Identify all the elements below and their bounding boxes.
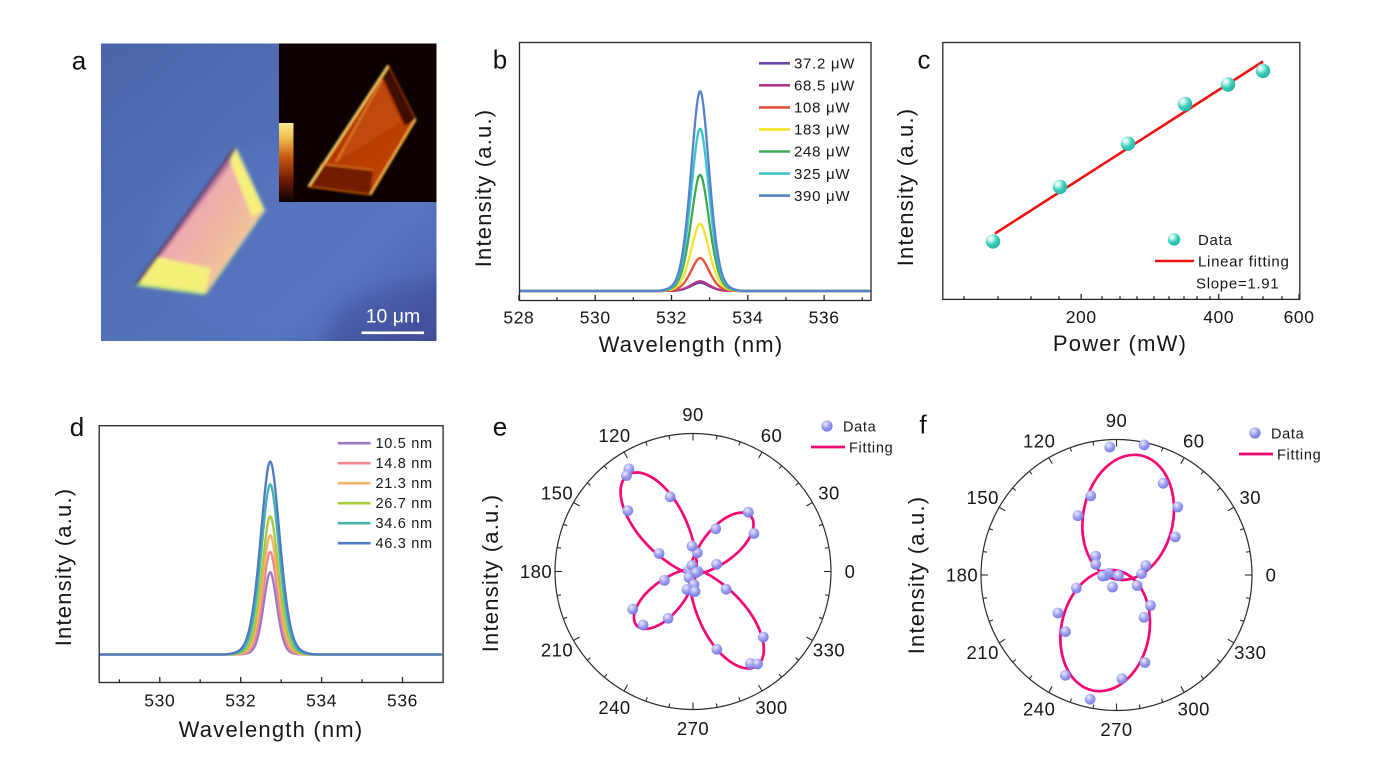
svg-text:0: 0 bbox=[1266, 565, 1277, 586]
svg-text:200: 200 bbox=[1066, 307, 1097, 327]
svg-text:534: 534 bbox=[306, 691, 337, 711]
svg-text:390 μW: 390 μW bbox=[794, 188, 850, 205]
svg-text:Fitting: Fitting bbox=[1277, 448, 1321, 464]
svg-text:Wavelength (nm): Wavelength (nm) bbox=[179, 717, 364, 742]
svg-text:46.3 nm: 46.3 nm bbox=[376, 536, 433, 552]
svg-text:Data: Data bbox=[843, 420, 877, 436]
svg-text:300: 300 bbox=[1178, 698, 1210, 719]
svg-text:210: 210 bbox=[967, 642, 999, 663]
svg-text:30: 30 bbox=[818, 483, 840, 504]
svg-text:536: 536 bbox=[387, 691, 418, 711]
svg-text:37.2 μW: 37.2 μW bbox=[794, 56, 855, 73]
svg-text:536: 536 bbox=[809, 308, 840, 328]
svg-text:Intensity (a.u.): Intensity (a.u.) bbox=[893, 108, 918, 267]
svg-text:400: 400 bbox=[1203, 307, 1234, 327]
svg-text:210: 210 bbox=[541, 640, 573, 661]
svg-text:600: 600 bbox=[1284, 307, 1315, 327]
svg-text:68.5 μW: 68.5 μW bbox=[794, 78, 855, 95]
svg-text:90: 90 bbox=[1106, 410, 1128, 431]
svg-text:Linear fitting: Linear fitting bbox=[1198, 254, 1290, 271]
svg-text:528: 528 bbox=[503, 308, 534, 328]
svg-text:270: 270 bbox=[677, 718, 709, 739]
svg-text:c: c bbox=[918, 45, 931, 75]
svg-text:0: 0 bbox=[845, 561, 856, 582]
svg-text:Fitting: Fitting bbox=[849, 441, 893, 457]
svg-text:180: 180 bbox=[946, 565, 978, 586]
svg-text:60: 60 bbox=[761, 425, 783, 446]
svg-text:Slope=1.91: Slope=1.91 bbox=[1196, 276, 1279, 293]
svg-text:325 μW: 325 μW bbox=[794, 166, 850, 183]
svg-text:300: 300 bbox=[755, 697, 787, 718]
svg-text:120: 120 bbox=[1023, 431, 1055, 452]
svg-text:Wavelength (nm): Wavelength (nm) bbox=[599, 332, 784, 357]
svg-text:248 μW: 248 μW bbox=[794, 144, 850, 161]
svg-text:530: 530 bbox=[580, 308, 611, 328]
svg-text:10 μm: 10 μm bbox=[366, 306, 421, 328]
svg-text:150: 150 bbox=[967, 487, 999, 508]
svg-text:534: 534 bbox=[732, 308, 763, 328]
svg-text:530: 530 bbox=[144, 691, 175, 711]
svg-text:330: 330 bbox=[1234, 642, 1266, 663]
svg-text:f: f bbox=[919, 410, 927, 440]
svg-text:Data: Data bbox=[1271, 427, 1305, 443]
svg-text:270: 270 bbox=[1100, 719, 1132, 740]
svg-text:14.8 nm: 14.8 nm bbox=[376, 456, 433, 472]
svg-text:Intensity (a.u.): Intensity (a.u.) bbox=[478, 494, 503, 653]
svg-text:b: b bbox=[493, 45, 507, 75]
svg-text:60: 60 bbox=[1183, 431, 1205, 452]
svg-text:30: 30 bbox=[1240, 487, 1262, 508]
svg-text:e: e bbox=[493, 412, 507, 442]
svg-text:240: 240 bbox=[1023, 698, 1055, 719]
svg-text:26.7 nm: 26.7 nm bbox=[376, 496, 433, 512]
svg-text:330: 330 bbox=[813, 640, 845, 661]
svg-text:532: 532 bbox=[656, 308, 687, 328]
svg-text:150: 150 bbox=[541, 483, 573, 504]
svg-text:183 μW: 183 μW bbox=[794, 122, 850, 139]
svg-text:d: d bbox=[70, 412, 84, 442]
svg-text:240: 240 bbox=[598, 697, 630, 718]
svg-text:90: 90 bbox=[682, 404, 704, 425]
svg-text:21.3 nm: 21.3 nm bbox=[376, 476, 433, 492]
svg-text:120: 120 bbox=[598, 425, 630, 446]
svg-text:34.6 nm: 34.6 nm bbox=[376, 516, 433, 532]
svg-text:a: a bbox=[72, 46, 87, 76]
svg-text:108 μW: 108 μW bbox=[794, 100, 850, 117]
svg-text:180: 180 bbox=[520, 561, 552, 582]
svg-text:532: 532 bbox=[225, 691, 256, 711]
svg-text:Intensity (a.u.): Intensity (a.u.) bbox=[904, 496, 929, 655]
svg-text:Intensity (a.u.): Intensity (a.u.) bbox=[471, 109, 496, 268]
svg-text:10.5 nm: 10.5 nm bbox=[376, 436, 433, 452]
svg-text:Intensity (a.u.): Intensity (a.u.) bbox=[51, 488, 76, 647]
svg-text:Data: Data bbox=[1198, 232, 1233, 249]
svg-text:Power (mW): Power (mW) bbox=[1053, 331, 1187, 356]
